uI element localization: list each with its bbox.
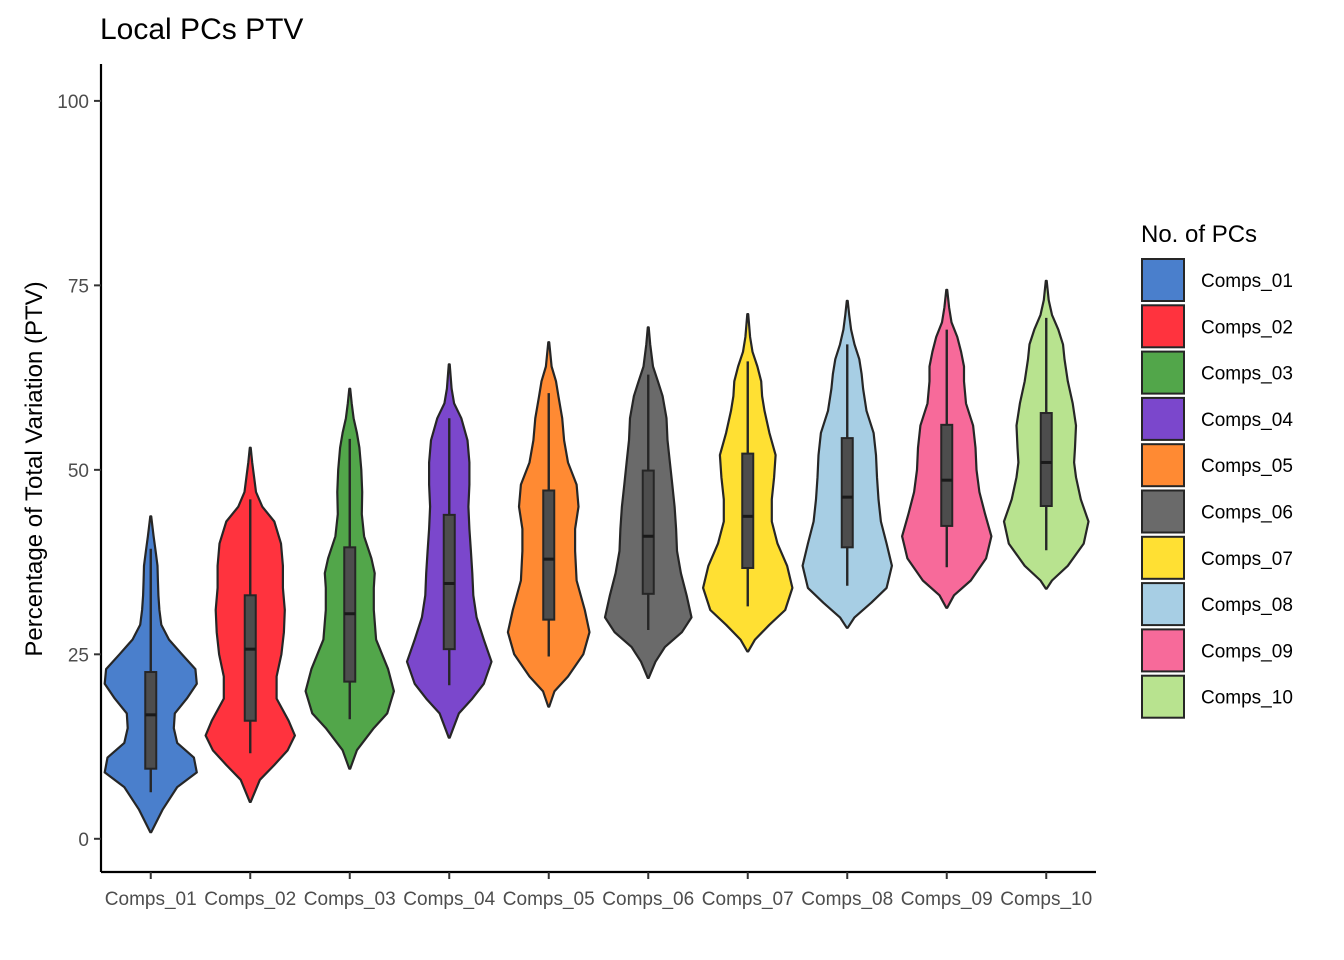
legend-label-Comps_07: Comps_07 [1201, 549, 1293, 570]
legend-label-Comps_06: Comps_06 [1201, 503, 1293, 524]
legend-key-Comps_06 [1141, 489, 1185, 534]
legend-key-Comps_07 [1141, 535, 1185, 580]
chart-title: Local PCs PTV [100, 13, 303, 46]
x-tick-label-Comps_01: Comps_01 [105, 889, 197, 910]
x-tick-label-Comps_06: Comps_06 [602, 889, 694, 910]
box-Comps_05 [542, 489, 556, 621]
box-Comps_06 [641, 469, 655, 595]
legend-key-Comps_03 [1141, 350, 1185, 395]
x-tick-label-Comps_09: Comps_09 [901, 889, 993, 910]
axes-layer: 0 25 50 75 100 Comps_01 Comps_02 Comps_03 Comps_… [57, 64, 1096, 910]
x-tick-label-Comps_02: Comps_02 [204, 889, 296, 910]
box-Comps_09 [940, 423, 954, 527]
legend-label-Comps_09: Comps_09 [1201, 641, 1293, 662]
legend-label-Comps_04: Comps_04 [1201, 410, 1293, 431]
legend-key-Comps_01 [1141, 258, 1185, 302]
y-axis-title: Percentage of Total Variation (PTV) [21, 281, 48, 656]
legend-label-Comps_03: Comps_03 [1201, 364, 1293, 385]
legend-label-Comps_05: Comps_05 [1201, 456, 1293, 477]
legend: No. of PCs Comps_01 Comps_02 Comps_03 Comps… [1141, 221, 1293, 719]
legend-label-Comps_02: Comps_02 [1201, 317, 1293, 338]
box-Comps_02 [243, 594, 257, 722]
x-tick-label-Comps_10: Comps_10 [1000, 889, 1092, 910]
x-tick-label-Comps_07: Comps_07 [702, 889, 794, 910]
y-tick-label-25: 25 [68, 645, 89, 666]
legend-key-Comps_09 [1141, 628, 1185, 673]
legend-title: No. of PCs [1141, 221, 1257, 248]
x-tick-label-Comps_03: Comps_03 [304, 889, 396, 910]
y-tick-label-75: 75 [68, 276, 89, 297]
violins-layer [103, 279, 1090, 834]
x-tick-label-Comps_05: Comps_05 [503, 889, 595, 910]
box-Comps_07 [741, 452, 755, 569]
legend-key-Comps_05 [1141, 443, 1185, 488]
legend-key-Comps_04 [1141, 396, 1185, 441]
x-tick-label-Comps_04: Comps_04 [403, 889, 495, 910]
legend-key-Comps_10 [1141, 674, 1185, 719]
legend-label-Comps_10: Comps_10 [1201, 688, 1293, 709]
y-tick-label-50: 50 [68, 461, 89, 482]
x-tick-label-Comps_08: Comps_08 [801, 889, 893, 910]
legend-key-Comps_02 [1141, 304, 1185, 349]
box-Comps_01 [144, 671, 158, 770]
legend-label-Comps_01: Comps_01 [1201, 271, 1293, 292]
y-tick-label-100: 100 [57, 92, 89, 113]
legend-label-Comps_08: Comps_08 [1201, 595, 1293, 616]
box-Comps_08 [840, 437, 854, 549]
box-Comps_10 [1039, 412, 1053, 508]
legend-key-Comps_08 [1141, 582, 1185, 627]
y-tick-label-0: 0 [78, 830, 89, 851]
